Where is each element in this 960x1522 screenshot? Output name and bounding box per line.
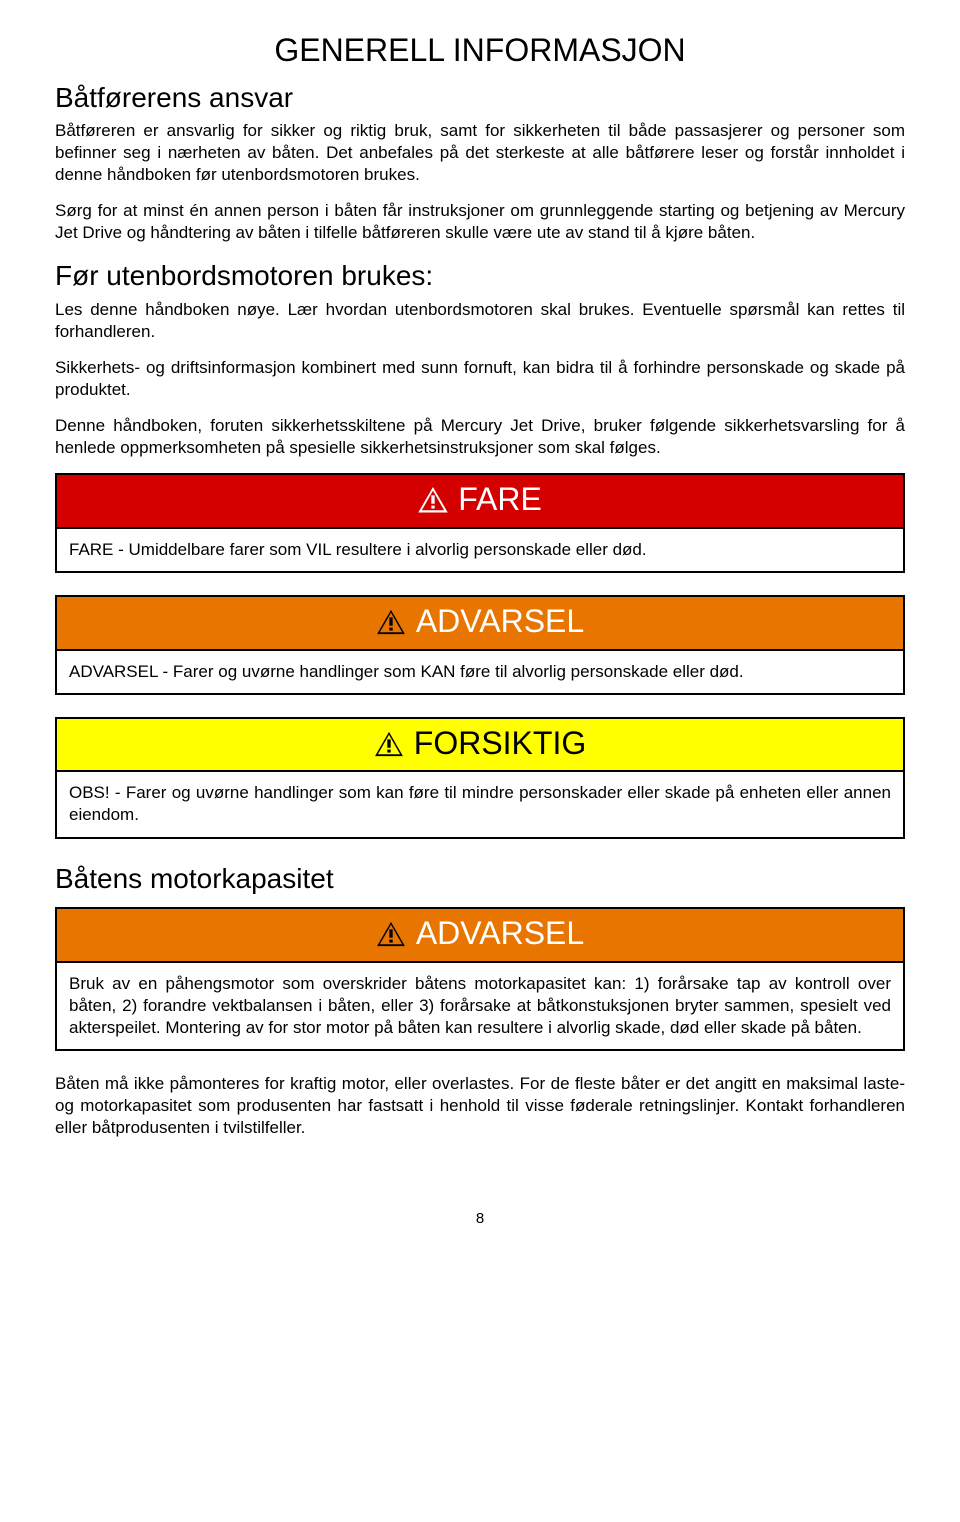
alert-header-warning: ADVARSEL xyxy=(57,597,903,651)
paragraph: Denne håndboken, foruten sikkerhetsskilt… xyxy=(55,415,905,459)
warning-triangle-icon xyxy=(376,921,406,947)
section-heading-brukes: Før utenbordsmotoren brukes: xyxy=(55,258,905,294)
warning-triangle-icon xyxy=(374,731,404,757)
alert-header-caution: FORSIKTIG xyxy=(57,719,903,773)
alert-header-danger: FARE xyxy=(57,475,903,529)
alert-body: OBS! - Farer og uvørne handlinger som ka… xyxy=(57,772,903,836)
section-heading-ansvar: Båtførerens ansvar xyxy=(55,80,905,116)
page-title: GENERELL INFORMASJON xyxy=(55,30,905,72)
paragraph: Båtføreren er ansvarlig for sikker og ri… xyxy=(55,120,905,186)
alert-body: Bruk av en påhengsmotor som overskrider … xyxy=(57,963,903,1049)
alert-label: FARE xyxy=(458,479,542,521)
paragraph: Les denne håndboken nøye. Lær hvordan ut… xyxy=(55,299,905,343)
alert-warning: ADVARSEL Bruk av en påhengsmotor som ove… xyxy=(55,907,905,1051)
section-heading-motorkapasitet: Båtens motorkapasitet xyxy=(55,861,905,897)
alert-label: ADVARSEL xyxy=(416,913,584,955)
warning-triangle-icon xyxy=(376,609,406,635)
page-number: 8 xyxy=(55,1209,905,1229)
alert-warning: ADVARSEL ADVARSEL - Farer og uvørne hand… xyxy=(55,595,905,695)
alert-body: FARE - Umiddelbare farer som VIL resulte… xyxy=(57,529,903,571)
paragraph: Båten må ikke påmonteres for kraftig mot… xyxy=(55,1073,905,1139)
alert-label: FORSIKTIG xyxy=(414,723,586,765)
alert-body: ADVARSEL - Farer og uvørne handlinger so… xyxy=(57,651,903,693)
alert-danger: FARE FARE - Umiddelbare farer som VIL re… xyxy=(55,473,905,573)
alert-label: ADVARSEL xyxy=(416,601,584,643)
alert-caution: FORSIKTIG OBS! - Farer og uvørne handlin… xyxy=(55,717,905,839)
warning-triangle-icon xyxy=(418,487,448,513)
paragraph: Sørg for at minst én annen person i båte… xyxy=(55,200,905,244)
paragraph: Sikkerhets- og driftsinformasjon kombine… xyxy=(55,357,905,401)
alert-header-warning: ADVARSEL xyxy=(57,909,903,963)
